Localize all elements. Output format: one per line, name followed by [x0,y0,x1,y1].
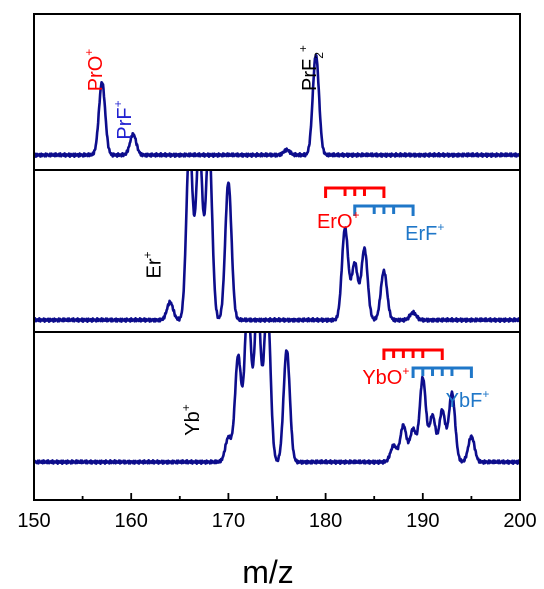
ion-label: PrO+ [82,49,107,92]
ion-label: PrF2+ [296,45,326,91]
panel-frame [33,169,521,333]
ion-label: Er+ [140,251,165,278]
ion-label: Yb+ [179,404,204,435]
isotope-comb [382,348,444,360]
x-tick-label: 160 [115,510,148,532]
isotope-comb [353,204,415,216]
x-tick-label: 170 [212,510,245,532]
spectrum-trace-yb [34,332,520,465]
x-axis-label: m/z [242,554,294,589]
ion-label: YbF+ [446,387,490,412]
ion-label: PrF+ [111,100,136,139]
x-tick-label: 200 [503,510,536,532]
panel-frame [33,331,521,501]
isotope-comb [324,186,386,198]
isotope-comb [411,366,473,378]
panel-er: Er+ ErO+ ErF+ [33,169,521,333]
panel-pr: PrO+PrF+ PrF2+ [33,13,521,171]
x-tick-label: 190 [406,510,439,532]
panel-yb: Yb+ YbO+ YbF+ [33,331,521,501]
x-tick-label: 180 [309,510,342,532]
ion-label: ErF+ [405,220,444,245]
panels-layer: PrO+PrF+ PrF2+ Er+ ErO+ ErF+ Yb+ YbO+ YbF+ [33,13,521,501]
ion-label: ErO+ [317,208,360,233]
spectrum-trace-pr [34,53,520,158]
x-tick-label: 150 [17,510,50,532]
x-axis: 150 160 170 180 190 200 [17,493,537,532]
ion-label: YbO+ [362,364,409,389]
spectrum-trace-er [34,170,520,323]
